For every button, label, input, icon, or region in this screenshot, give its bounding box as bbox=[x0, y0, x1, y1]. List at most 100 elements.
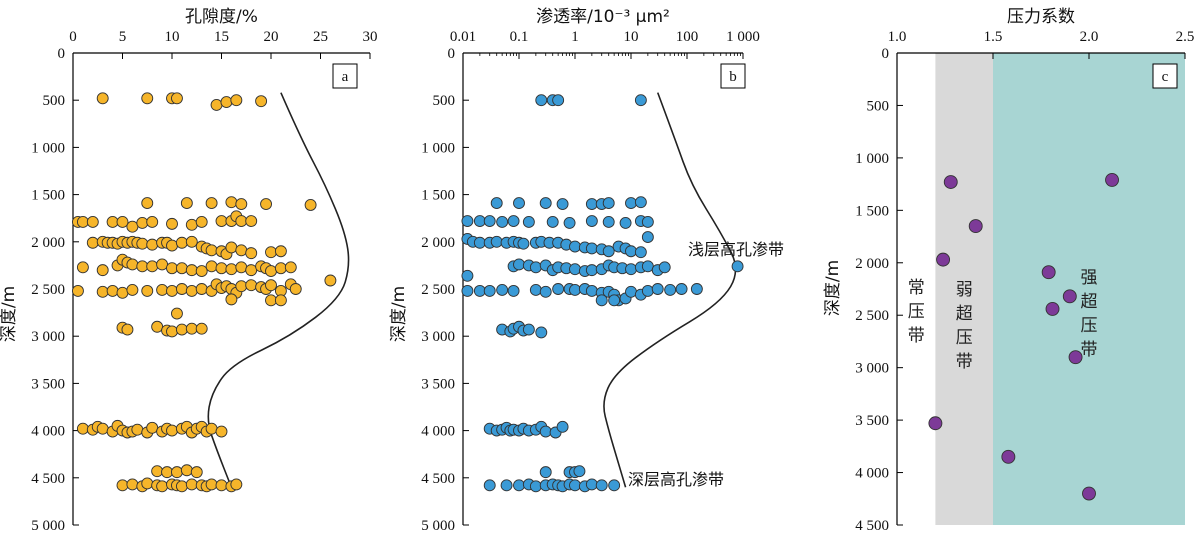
data-point bbox=[483, 479, 496, 492]
y-axis-title: 深度/m bbox=[0, 286, 19, 342]
data-point bbox=[116, 286, 129, 299]
data-point bbox=[490, 235, 503, 248]
data-point bbox=[96, 422, 109, 435]
data-point bbox=[161, 466, 174, 479]
data-point bbox=[585, 242, 598, 255]
panel-b: 0.01 0.1 1 10 100 1 000 500 1 000 1 500 2 000 2 50… bbox=[389, 7, 784, 534]
data-point bbox=[185, 264, 198, 277]
data-point bbox=[641, 260, 654, 273]
data-point bbox=[76, 261, 89, 274]
data-point bbox=[175, 480, 188, 493]
y-tick-label: 500 bbox=[43, 93, 66, 109]
x-tick-label: 0.1 bbox=[510, 29, 529, 45]
panel-label-box bbox=[1152, 63, 1178, 89]
data-point bbox=[195, 283, 208, 295]
data-point bbox=[602, 197, 615, 210]
x-axis-title: 渗透率/10⁻³ μm² bbox=[536, 7, 670, 27]
zone-band bbox=[897, 53, 936, 525]
data-point bbox=[634, 246, 647, 259]
data-point bbox=[86, 216, 99, 228]
data-point bbox=[190, 466, 203, 479]
data-point bbox=[539, 285, 552, 298]
data-point bbox=[141, 92, 154, 105]
data-point bbox=[185, 478, 198, 491]
data-point bbox=[96, 285, 109, 298]
x-tick-label: 100 bbox=[676, 29, 699, 45]
data-point bbox=[529, 480, 542, 493]
data-point bbox=[602, 216, 615, 228]
data-point bbox=[556, 420, 569, 433]
data-point bbox=[96, 92, 109, 105]
y-tick-label: 2 500 bbox=[855, 308, 889, 324]
data-point bbox=[595, 294, 608, 307]
data-point bbox=[461, 269, 474, 282]
data-point bbox=[131, 423, 144, 436]
data-point bbox=[968, 219, 983, 234]
data-point bbox=[585, 198, 598, 210]
data-point bbox=[195, 265, 208, 278]
data-point bbox=[569, 479, 581, 492]
data-point bbox=[522, 216, 535, 228]
data-point bbox=[205, 244, 218, 257]
x-tick-label: 15 bbox=[214, 29, 229, 45]
data-point bbox=[175, 262, 188, 275]
data-point bbox=[146, 421, 159, 434]
data-point bbox=[641, 231, 654, 244]
data-point bbox=[151, 320, 164, 333]
data-point bbox=[507, 284, 520, 297]
data-point bbox=[1045, 301, 1060, 316]
data-point bbox=[284, 261, 297, 274]
data-point bbox=[106, 216, 119, 228]
y-tick-label: 1 500 bbox=[421, 188, 455, 204]
y-tick-label: 2 000 bbox=[31, 235, 65, 251]
data-point bbox=[625, 285, 637, 298]
data-point bbox=[180, 197, 193, 210]
data-point bbox=[170, 466, 183, 479]
y-tick-label: 4 500 bbox=[421, 471, 455, 487]
y-tick-label: 4 000 bbox=[421, 424, 455, 440]
data-point bbox=[156, 283, 169, 296]
data-point bbox=[245, 264, 258, 277]
data-point bbox=[507, 215, 520, 227]
y-tick-label: 4 500 bbox=[31, 471, 65, 487]
y-tick-label: 3 500 bbox=[31, 376, 65, 392]
data-point bbox=[215, 262, 228, 275]
data-point bbox=[500, 479, 513, 492]
data-point bbox=[215, 425, 228, 438]
data-point bbox=[585, 264, 598, 277]
y-axis-title: 深度/m bbox=[823, 260, 843, 316]
data-point bbox=[274, 262, 287, 275]
data-point bbox=[496, 283, 509, 296]
data-point bbox=[651, 283, 664, 295]
data-point bbox=[473, 236, 486, 249]
data-point bbox=[569, 283, 581, 296]
data-point bbox=[573, 465, 586, 478]
data-point bbox=[641, 284, 654, 297]
data-point bbox=[513, 197, 525, 210]
data-point bbox=[517, 237, 530, 250]
data-point bbox=[225, 241, 238, 254]
data-point bbox=[185, 284, 198, 297]
data-point bbox=[585, 284, 598, 297]
x-tick-label: 0 bbox=[69, 29, 77, 45]
data-point bbox=[141, 477, 154, 490]
data-point bbox=[136, 260, 149, 273]
data-point bbox=[641, 216, 654, 228]
x-tick-label: 1 bbox=[571, 29, 579, 45]
data-point bbox=[126, 478, 139, 491]
panel-label: b bbox=[729, 69, 737, 85]
y-tick-label: 2 000 bbox=[855, 256, 889, 272]
data-point bbox=[461, 215, 474, 227]
data-point bbox=[625, 263, 637, 276]
data-point bbox=[116, 479, 129, 492]
data-point bbox=[235, 280, 248, 293]
panel-label-box bbox=[720, 63, 746, 89]
data-point bbox=[539, 197, 552, 210]
data-point bbox=[230, 478, 243, 491]
zone-label: 弱超压带 bbox=[956, 280, 973, 372]
data-point bbox=[215, 215, 228, 227]
x-tick-label: 1.5 bbox=[984, 29, 1003, 45]
data-point bbox=[461, 284, 474, 297]
data-point bbox=[1001, 449, 1016, 464]
data-point bbox=[608, 294, 621, 307]
